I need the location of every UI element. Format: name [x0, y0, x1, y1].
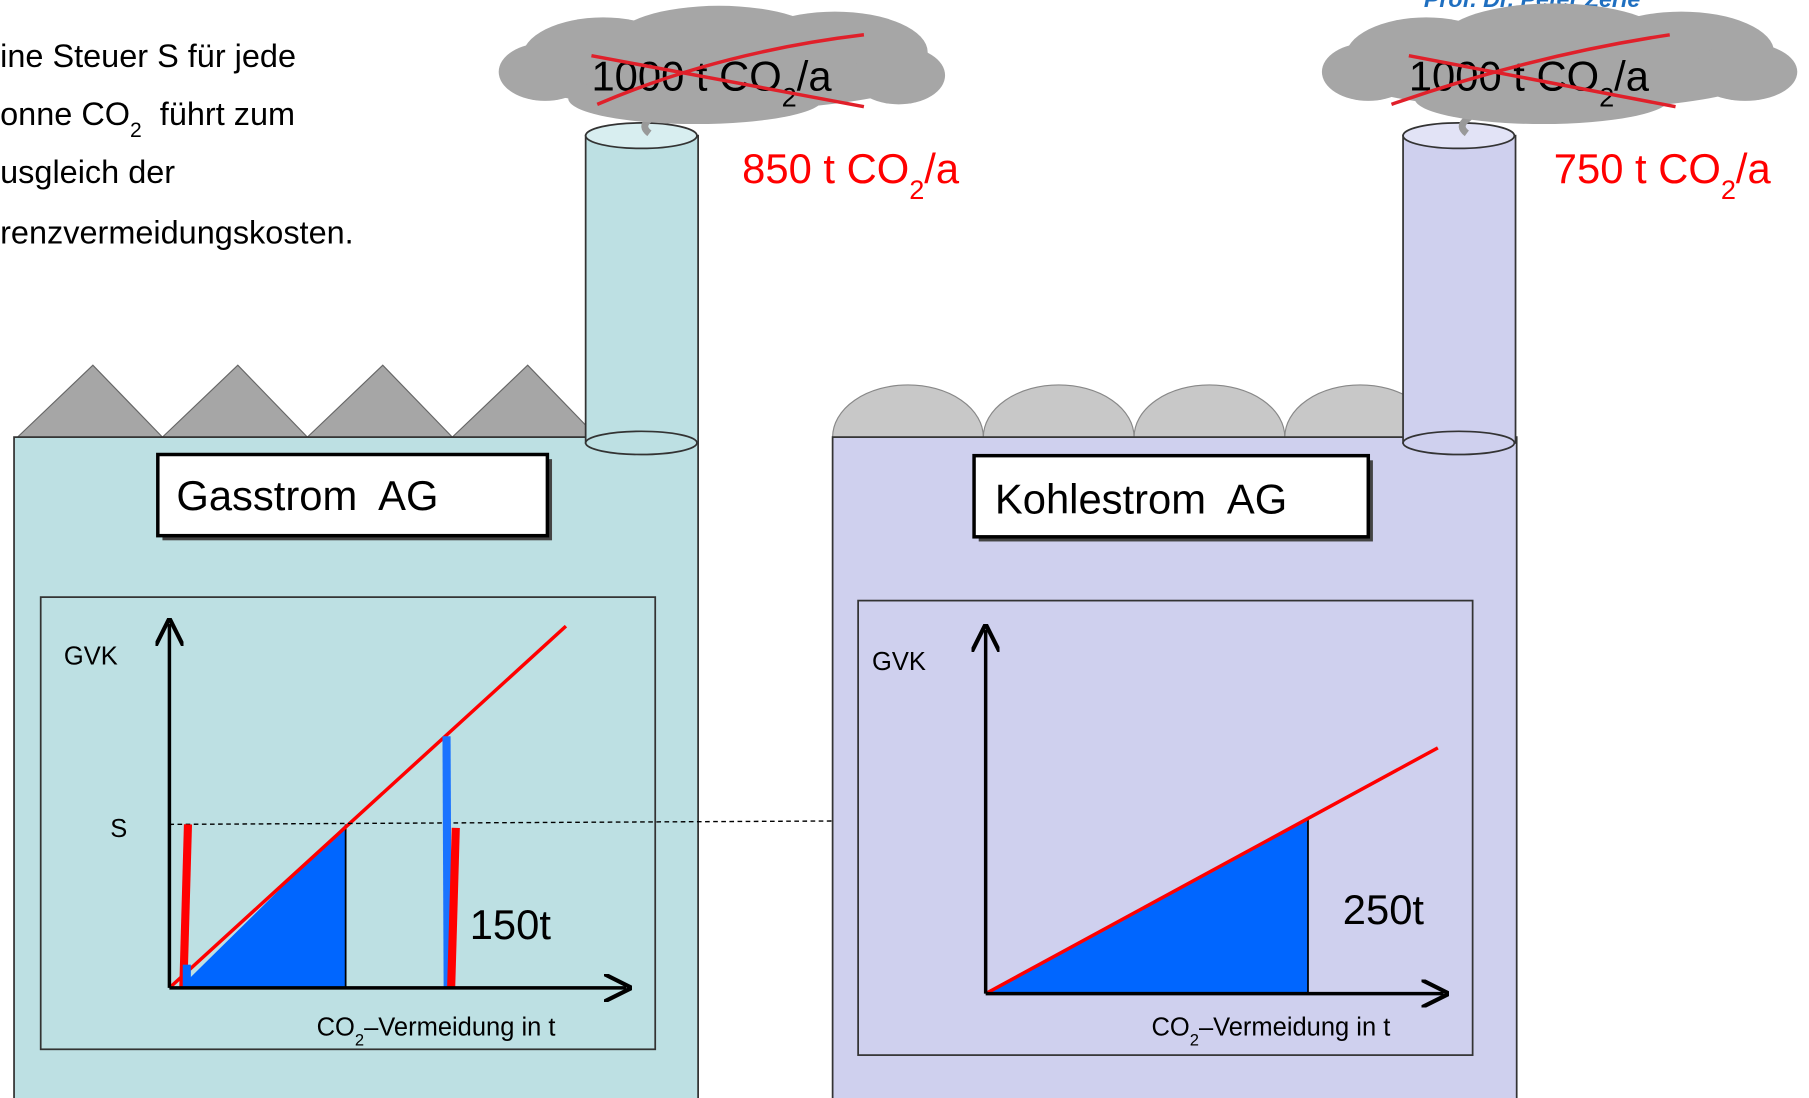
abatement-label: 150t — [470, 901, 552, 948]
roof — [16, 364, 599, 438]
intro-line: ine Steuer S für jede — [0, 38, 296, 74]
factory-name: Gasstrom AG — [176, 472, 438, 519]
strike-line — [1390, 33, 1670, 106]
abatement-label: 250t — [1343, 886, 1425, 933]
intro-line: onne CO2 führt zum — [0, 96, 295, 142]
new-emission: 750 t CO2/a — [1554, 145, 1772, 205]
intro-line: usgleich der — [0, 154, 175, 190]
intro-text: ine Steuer S für jede onne CO2 führt zum… — [0, 38, 354, 250]
tax-label: S — [110, 815, 127, 843]
cost-line — [984, 746, 1439, 996]
factory-name: Kohlestrom AG — [995, 476, 1287, 523]
coal-factory: 1000 t CO2/a 750 t CO2/a Kohlestrom AG G… — [831, 3, 1798, 1098]
x-label: CO2–Vermeidung in t — [1151, 1013, 1390, 1049]
strike-line — [596, 33, 865, 106]
old-emission: 1000 t CO2/a — [591, 52, 832, 111]
bar — [179, 824, 193, 988]
y-label: GVK — [64, 642, 118, 670]
gas-factory: 1000 t CO2/a 850 t CO2/a Gasstrom AG GVK… — [13, 5, 1308, 1098]
chart-frame — [39, 596, 657, 1051]
chimney — [1402, 100, 1517, 456]
strike-line — [1408, 53, 1676, 109]
strike-line — [591, 53, 865, 109]
chimney — [584, 100, 699, 456]
chart-frame — [857, 599, 1474, 1056]
name-box — [156, 452, 550, 538]
name-box — [972, 453, 1371, 539]
tax-line — [169, 817, 1308, 826]
y-label: GVK — [872, 648, 926, 676]
x-label: CO2–Vermeidung in t — [317, 1013, 556, 1049]
roof — [832, 384, 1437, 438]
cost-line — [168, 624, 568, 990]
bar — [447, 827, 460, 988]
new-emission: 850 t CO2/a — [742, 145, 960, 205]
intro-line: renzvermeidungskosten. — [0, 214, 354, 250]
bar — [442, 736, 452, 988]
cloud — [498, 5, 946, 125]
